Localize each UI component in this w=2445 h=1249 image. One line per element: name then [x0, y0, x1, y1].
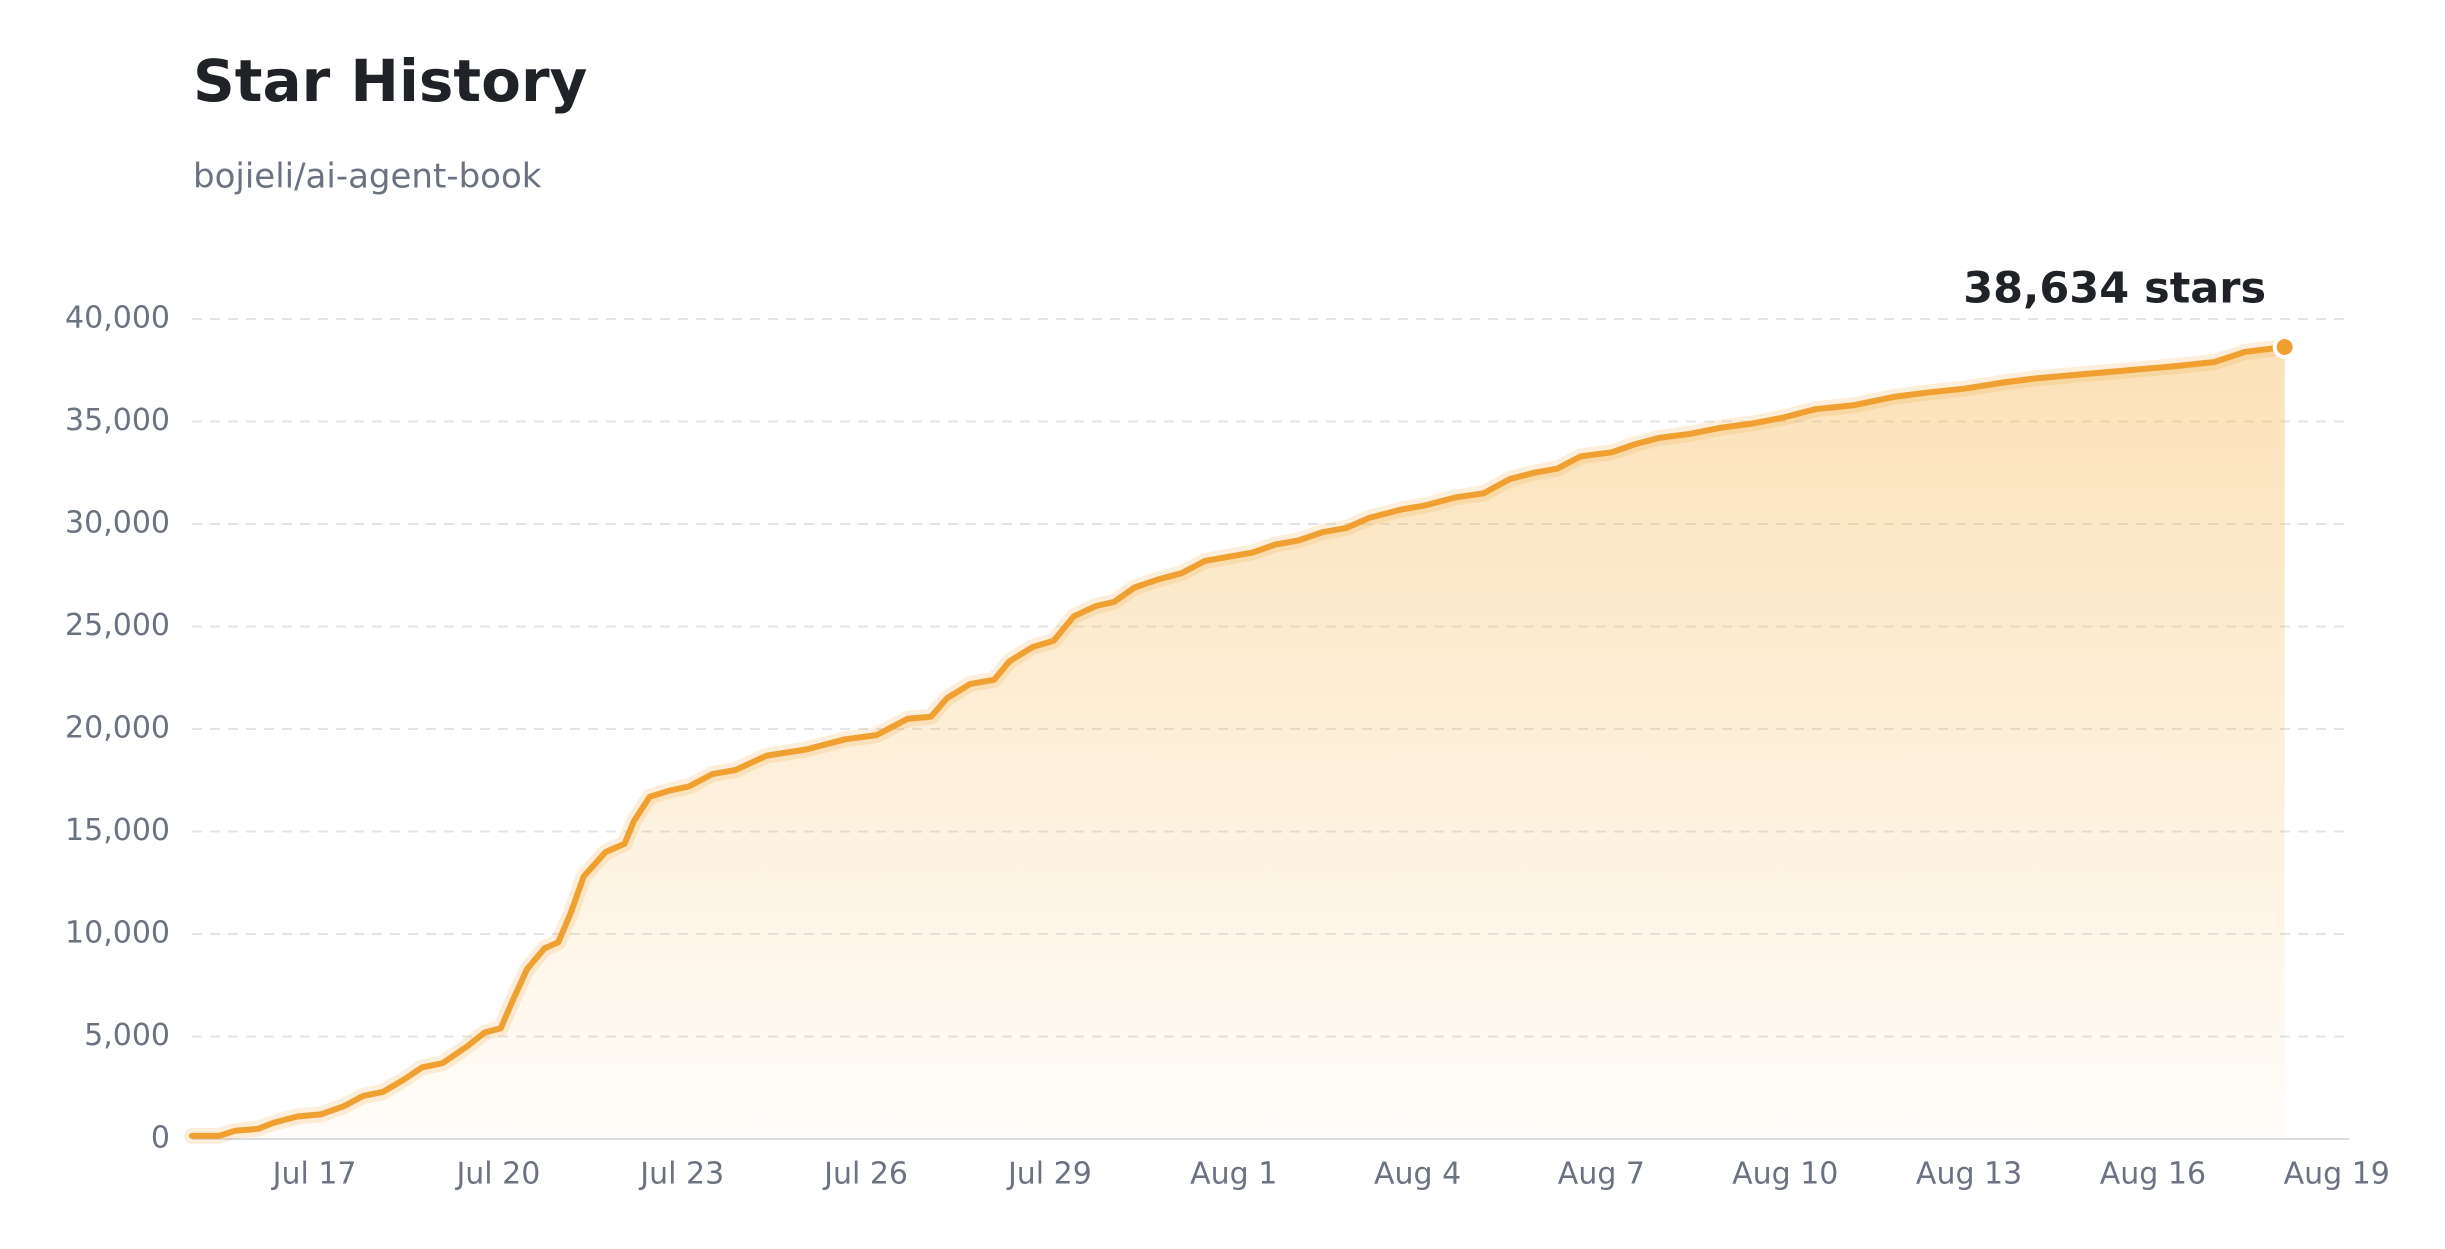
- y-tick-label: 40,000: [65, 301, 170, 336]
- x-tick-label: Jul 17: [271, 1157, 357, 1192]
- chart-subtitle: bojieli/ai-agent-book: [193, 157, 542, 197]
- annotation: 38,634 stars: [1963, 264, 2266, 314]
- y-tick-label: 0: [151, 1121, 170, 1156]
- x-tick-label: Aug 10: [1732, 1157, 1838, 1192]
- x-tick-label: Jul 26: [822, 1157, 908, 1192]
- x-tick-label: Aug 13: [1916, 1157, 2022, 1192]
- x-tick-label: Aug 7: [1558, 1157, 1645, 1192]
- y-tick-label: 5,000: [84, 1018, 170, 1053]
- x-tick-label: Jul 23: [638, 1157, 724, 1192]
- area: [192, 347, 2285, 1139]
- y-tick-label: 15,000: [65, 813, 170, 848]
- x-tick-label: Aug 19: [2284, 1157, 2390, 1192]
- end-point: [2272, 335, 2297, 360]
- line: [189, 344, 2288, 1139]
- y-tick-label: 35,000: [65, 403, 170, 438]
- y-tick-label: 25,000: [65, 608, 170, 643]
- x-tick-label: Aug 4: [1374, 1157, 1461, 1192]
- x-tick-label: Aug 1: [1190, 1157, 1277, 1192]
- y-tick-label: 20,000: [65, 711, 170, 746]
- x-tick-label: Jul 29: [1006, 1157, 1092, 1192]
- x-tick-label: Aug 16: [2100, 1157, 2206, 1192]
- x-tick-label: Jul 20: [454, 1157, 540, 1192]
- chart-title: Star History: [193, 47, 587, 115]
- y-tick-label: 10,000: [65, 916, 170, 951]
- y-tick-label: 30,000: [65, 506, 170, 541]
